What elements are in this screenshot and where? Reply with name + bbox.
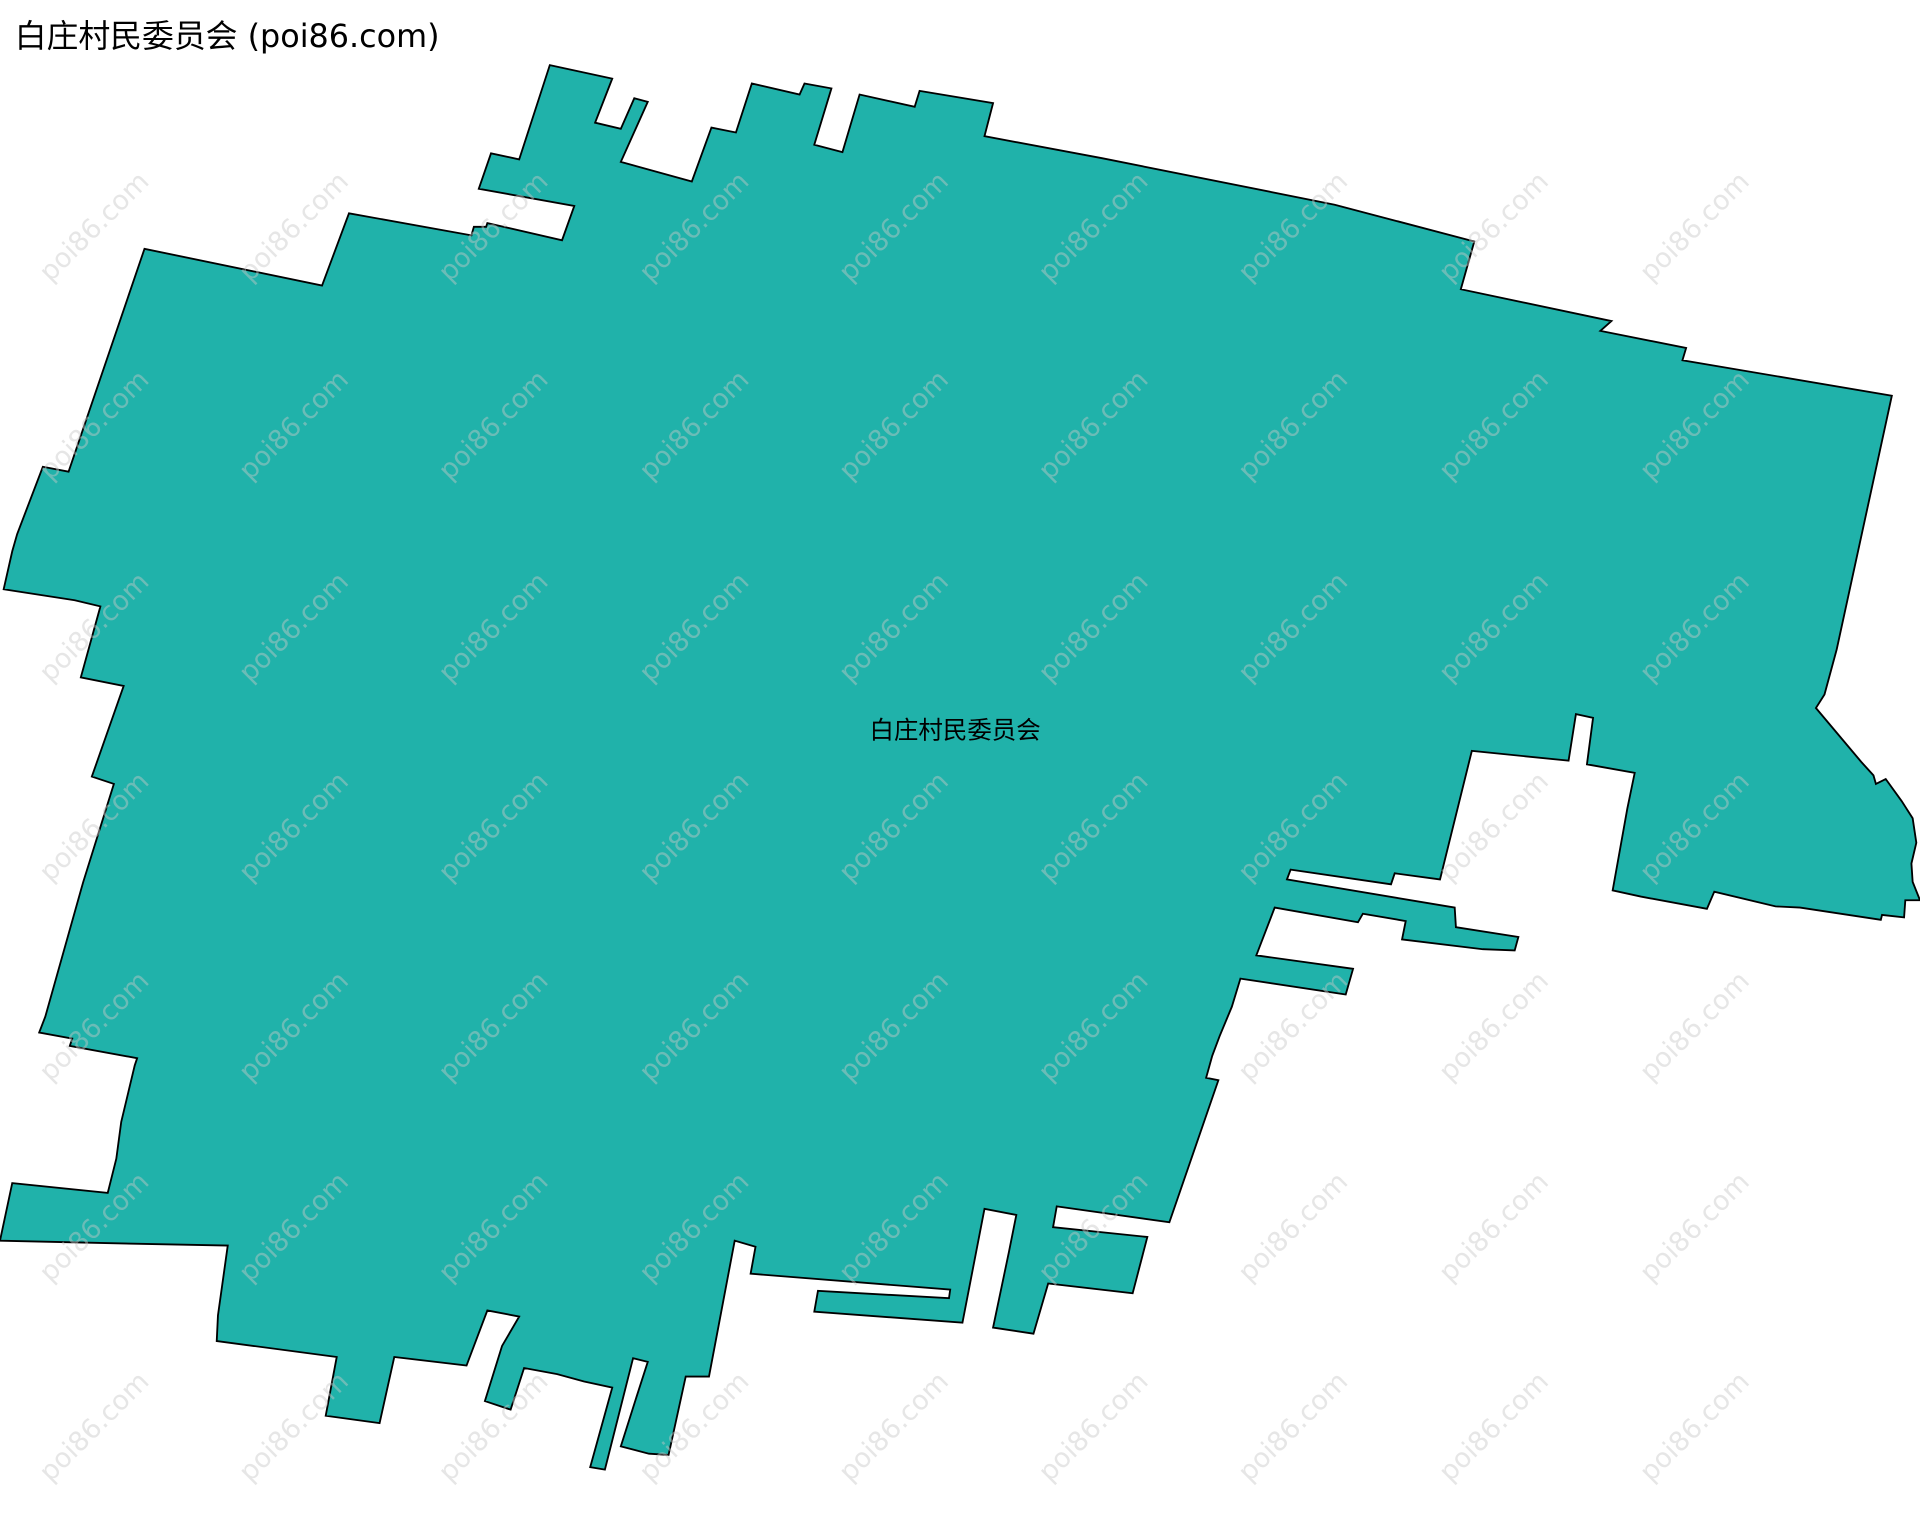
watermark-text: poi86.com <box>1033 1366 1155 1488</box>
watermark-text: poi86.com <box>1433 1166 1555 1288</box>
watermark-text: poi86.com <box>233 1366 355 1488</box>
watermark-text: poi86.com <box>1433 966 1555 1088</box>
watermark-text: poi86.com <box>833 1366 955 1488</box>
watermark-text: poi86.com <box>1634 966 1756 1088</box>
village-boundary-polygon[interactable] <box>0 64 1920 1471</box>
watermark-text: poi86.com <box>1634 1166 1756 1288</box>
region-label: 白庄村民委员会 <box>869 716 1040 745</box>
watermark-text: poi86.com <box>1634 166 1756 288</box>
watermark-text: poi86.com <box>1634 1366 1756 1488</box>
watermark-text: poi86.com <box>1433 166 1555 288</box>
map-title: 白庄村民委员会 (poi86.com) <box>15 17 440 55</box>
watermark-text: poi86.com <box>1232 1366 1354 1488</box>
watermark-text: poi86.com <box>1433 1366 1555 1488</box>
watermark-text: poi86.com <box>33 1366 155 1488</box>
watermark-text: poi86.com <box>1232 1166 1354 1288</box>
